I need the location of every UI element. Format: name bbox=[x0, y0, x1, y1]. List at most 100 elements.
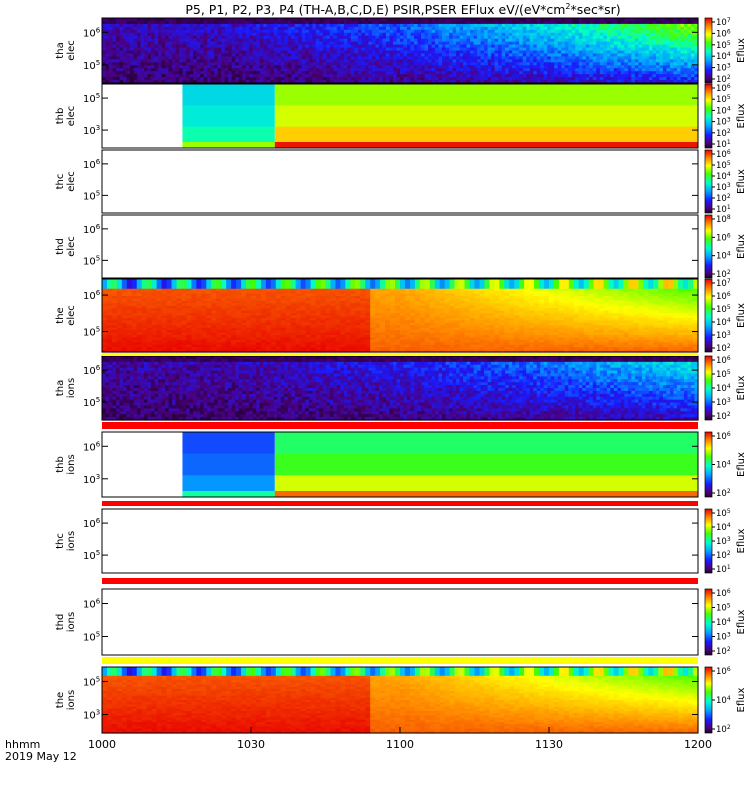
colorbar-tick-label: 105 bbox=[716, 94, 731, 105]
heatmap-cell bbox=[361, 71, 366, 75]
heatmap-cell bbox=[378, 74, 384, 78]
heatmap-cell bbox=[375, 32, 380, 37]
heatmap-cell bbox=[385, 26, 391, 31]
heatmap-cell bbox=[361, 32, 366, 37]
heatmap-cell bbox=[193, 50, 198, 55]
heatmap-cell bbox=[161, 68, 166, 72]
heatmap-cell bbox=[119, 26, 124, 31]
heatmap-cell bbox=[266, 65, 271, 69]
heatmap-cell bbox=[126, 29, 131, 34]
heatmap-cell bbox=[210, 41, 215, 46]
heatmap-cell bbox=[137, 80, 142, 84]
heatmap-cell bbox=[326, 50, 331, 55]
heatmap-cell bbox=[308, 41, 313, 46]
heatmap-cell bbox=[343, 80, 349, 84]
heatmap-cell bbox=[274, 142, 698, 148]
heatmap-cell bbox=[322, 59, 327, 63]
heatmap-cell bbox=[315, 20, 320, 25]
heatmap-cell bbox=[347, 29, 352, 34]
heatmap-cell bbox=[175, 74, 180, 78]
heatmap-cell bbox=[144, 62, 149, 66]
heatmap-cell bbox=[263, 65, 268, 69]
heatmap-cell bbox=[102, 23, 107, 28]
heatmap-cell bbox=[392, 18, 398, 22]
heatmap-cell bbox=[147, 20, 152, 25]
heatmap-cell bbox=[102, 38, 107, 43]
heatmap-cell bbox=[294, 20, 299, 25]
heatmap-cell bbox=[231, 59, 236, 63]
heatmap-cell bbox=[333, 47, 338, 52]
heatmap-cell bbox=[182, 65, 187, 69]
heatmap-cell bbox=[319, 50, 324, 55]
heatmap-cell bbox=[389, 35, 394, 40]
colorbar-tick-label: 104 bbox=[716, 51, 731, 62]
heatmap-cell bbox=[315, 68, 320, 72]
heatmap-cell bbox=[287, 26, 292, 31]
heatmap-cell bbox=[228, 50, 233, 55]
heatmap-cell bbox=[322, 77, 327, 81]
heatmap-cell bbox=[105, 18, 110, 22]
heatmap-cell bbox=[179, 41, 184, 46]
colorbar-tick-label: 106 bbox=[716, 28, 731, 39]
heatmap-cell bbox=[312, 18, 317, 22]
heatmap-thb-elec bbox=[182, 84, 698, 149]
heatmap-cell bbox=[343, 53, 349, 58]
heatmap-cell bbox=[123, 29, 128, 34]
heatmap-cell bbox=[301, 29, 306, 34]
heatmap-cell bbox=[270, 47, 275, 52]
heatmap-cell bbox=[224, 53, 229, 58]
heatmap-cell bbox=[392, 50, 398, 55]
heatmap-cell bbox=[308, 35, 313, 40]
colorbar-label: Eflux bbox=[736, 38, 747, 63]
heatmap-cell bbox=[284, 41, 289, 46]
heatmap-cell bbox=[137, 50, 142, 55]
heatmap-cell bbox=[172, 62, 177, 66]
heatmap-cell bbox=[287, 74, 292, 78]
heatmap-cell bbox=[273, 71, 278, 75]
heatmap-cell bbox=[333, 59, 338, 63]
heatmap-cell bbox=[249, 65, 254, 69]
heatmap-cell bbox=[382, 68, 387, 72]
heatmap-cell bbox=[133, 47, 138, 52]
heatmap-cell bbox=[210, 29, 215, 34]
heatmap-cell bbox=[385, 65, 391, 69]
heatmap-cell bbox=[259, 47, 264, 52]
heatmap-cell bbox=[235, 38, 240, 43]
heatmap-cell bbox=[287, 29, 292, 34]
heatmap-cell bbox=[375, 80, 380, 84]
heatmap-cell bbox=[168, 80, 173, 84]
heatmap-cell bbox=[319, 71, 324, 75]
heatmap-cell bbox=[116, 65, 121, 69]
heatmap-cell bbox=[270, 50, 275, 55]
heatmap-cell bbox=[133, 29, 138, 34]
heatmap-cell bbox=[305, 65, 310, 69]
heatmap-cell bbox=[375, 38, 380, 43]
heatmap-cell bbox=[168, 47, 173, 52]
heatmap-cell bbox=[165, 41, 170, 46]
heatmap-cell bbox=[301, 50, 306, 55]
heatmap-cell bbox=[221, 29, 226, 34]
heatmap-cell bbox=[193, 35, 198, 40]
heatmap-cell bbox=[217, 56, 222, 60]
heatmap-cell bbox=[354, 59, 359, 63]
heatmap-cell bbox=[357, 56, 363, 60]
heatmap-cell bbox=[196, 26, 201, 31]
heatmap-cell bbox=[151, 80, 156, 84]
heatmap-cell bbox=[312, 23, 317, 28]
heatmap-cell bbox=[224, 41, 229, 46]
heatmap-cell bbox=[371, 56, 377, 60]
heatmap-cell bbox=[196, 23, 201, 28]
heatmap-cell bbox=[389, 44, 394, 49]
heatmap-cell bbox=[270, 41, 275, 46]
heatmap-cell bbox=[347, 44, 352, 49]
heatmap-cell bbox=[144, 53, 149, 58]
heatmap-cell bbox=[263, 62, 268, 66]
heatmap-cell bbox=[273, 18, 278, 22]
heatmap-cell bbox=[102, 59, 107, 63]
heatmap-cell bbox=[172, 32, 177, 37]
heatmap-cell bbox=[147, 38, 152, 43]
heatmap-cell bbox=[137, 44, 142, 49]
heatmap-cell bbox=[151, 44, 156, 49]
heatmap-cell bbox=[298, 44, 303, 49]
heatmap-cell bbox=[319, 68, 324, 72]
